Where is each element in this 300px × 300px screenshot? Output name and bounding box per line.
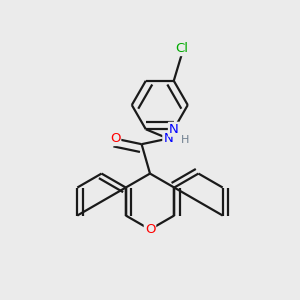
Text: N: N bbox=[163, 132, 173, 145]
Text: H: H bbox=[181, 135, 190, 145]
Text: O: O bbox=[110, 132, 120, 145]
Text: O: O bbox=[145, 223, 155, 236]
Text: N: N bbox=[169, 123, 179, 136]
Text: Cl: Cl bbox=[176, 42, 189, 55]
